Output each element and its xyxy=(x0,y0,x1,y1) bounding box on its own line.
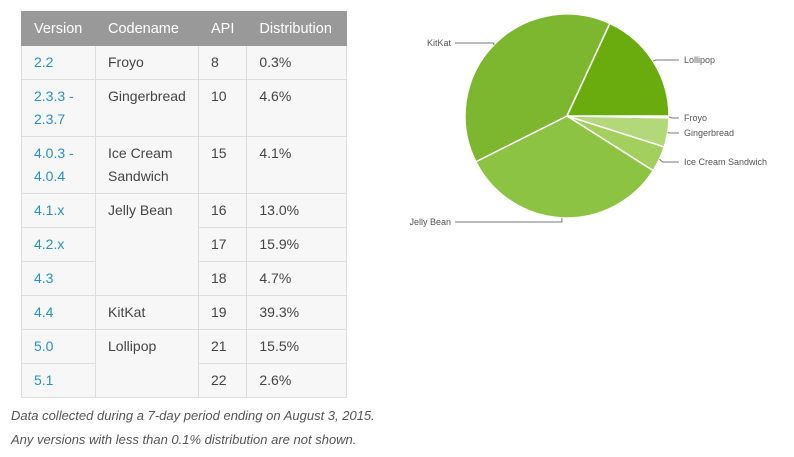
distribution-cell: 0.3% xyxy=(246,45,348,80)
table-row: 4.2.x 17 15.9% xyxy=(21,227,348,262)
pie-slices xyxy=(464,13,670,219)
codename-cell: KitKat xyxy=(95,295,199,330)
api-cell: 16 xyxy=(197,193,248,228)
table-row: 4.4 KitKat 19 39.3% xyxy=(21,295,348,330)
callout-line xyxy=(455,42,495,46)
codename-cell: Jelly Bean xyxy=(95,193,199,296)
distribution-cell: 15.5% xyxy=(246,329,348,364)
callout-line xyxy=(455,217,563,223)
api-cell: 22 xyxy=(197,363,248,398)
version-link[interactable]: 4.3 xyxy=(21,261,96,296)
distribution-pie-chart: Froyo Gingerbread Ice Cream Sandwich Jelly … xyxy=(409,13,767,227)
header-codename: Codename xyxy=(95,11,199,46)
header-api: API xyxy=(197,11,248,46)
pie-label-froyo: Froyo xyxy=(684,113,707,123)
table-row: 2.2 Froyo 8 0.3% xyxy=(21,45,348,80)
distribution-cell: 4.1% xyxy=(246,136,348,194)
distribution-cell: 13.0% xyxy=(246,193,348,228)
table-row: 2.3.3 - 2.3.7 Gingerbread 10 4.6% xyxy=(21,79,348,137)
pie-label-lollipop: Lollipop xyxy=(684,55,715,65)
pie-label-gingerbread: Gingerbread xyxy=(684,128,734,138)
version-link[interactable]: 4.4 xyxy=(21,295,96,330)
callout-line xyxy=(652,59,679,62)
note-data-collected: Data collected during a 7-day period end… xyxy=(11,408,375,423)
api-cell: 10 xyxy=(197,79,248,137)
callout-line xyxy=(659,158,679,163)
distribution-cell: 4.6% xyxy=(246,79,348,137)
codename-cell: Gingerbread xyxy=(95,79,199,137)
table-row: 4.0.3 - 4.0.4 Ice Cream Sandwich 15 4.1% xyxy=(21,136,348,194)
table-header-row: Version Codename API Distribution xyxy=(21,11,348,46)
table-row: 5.0 Lollipop 21 15.5% xyxy=(21,329,348,398)
version-link[interactable]: 2.2 xyxy=(21,45,96,80)
pie-labels: Froyo Gingerbread Ice Cream Sandwich Jelly … xyxy=(409,38,767,227)
api-cell: 18 xyxy=(197,261,248,296)
api-cell: 21 xyxy=(197,329,248,364)
pie-label-jelly-bean: Jelly Bean xyxy=(409,217,451,227)
distribution-cell: 4.7% xyxy=(246,261,348,296)
distribution-table: Version Codename API Distribution 2.2 Fr… xyxy=(21,11,348,398)
pie-slice-jelly-bean xyxy=(474,115,655,219)
distribution-cell: 15.9% xyxy=(246,227,348,262)
distribution-cell: 2.6% xyxy=(246,363,348,398)
api-cell: 17 xyxy=(197,227,248,262)
version-link[interactable]: 4.2.x xyxy=(21,227,96,262)
codename-cell: Ice Cream Sandwich xyxy=(95,136,199,194)
header-distribution: Distribution xyxy=(246,11,348,46)
pie-label-kitkat: KitKat xyxy=(427,38,452,48)
notes: Data collected during a 7-day period end… xyxy=(11,404,375,452)
version-link[interactable]: 4.0.3 - 4.0.4 xyxy=(21,136,96,194)
codename-cell: Froyo xyxy=(95,45,199,80)
api-cell: 15 xyxy=(197,136,248,194)
version-link[interactable]: 5.1 xyxy=(21,363,96,398)
version-link[interactable]: 4.1.x xyxy=(21,193,96,228)
callout-line xyxy=(668,116,679,119)
table-row: 4.1.x Jelly Bean 16 13.0% xyxy=(21,193,348,296)
pie-label-ice-cream-sandwich: Ice Cream Sandwich xyxy=(684,157,767,167)
api-cell: 19 xyxy=(197,295,248,330)
note-min-distribution: Any versions with less than 0.1% distrib… xyxy=(11,432,357,447)
distribution-cell: 39.3% xyxy=(246,295,348,330)
table-row: 4.3 18 4.7% xyxy=(21,261,348,296)
version-link[interactable]: 2.3.3 - 2.3.7 xyxy=(21,79,96,137)
codename-cell: Lollipop xyxy=(95,329,199,398)
header-version: Version xyxy=(21,11,96,46)
version-link[interactable]: 5.0 xyxy=(21,329,96,364)
api-cell: 8 xyxy=(197,45,248,80)
table-row: 5.1 22 2.6% xyxy=(21,363,348,398)
